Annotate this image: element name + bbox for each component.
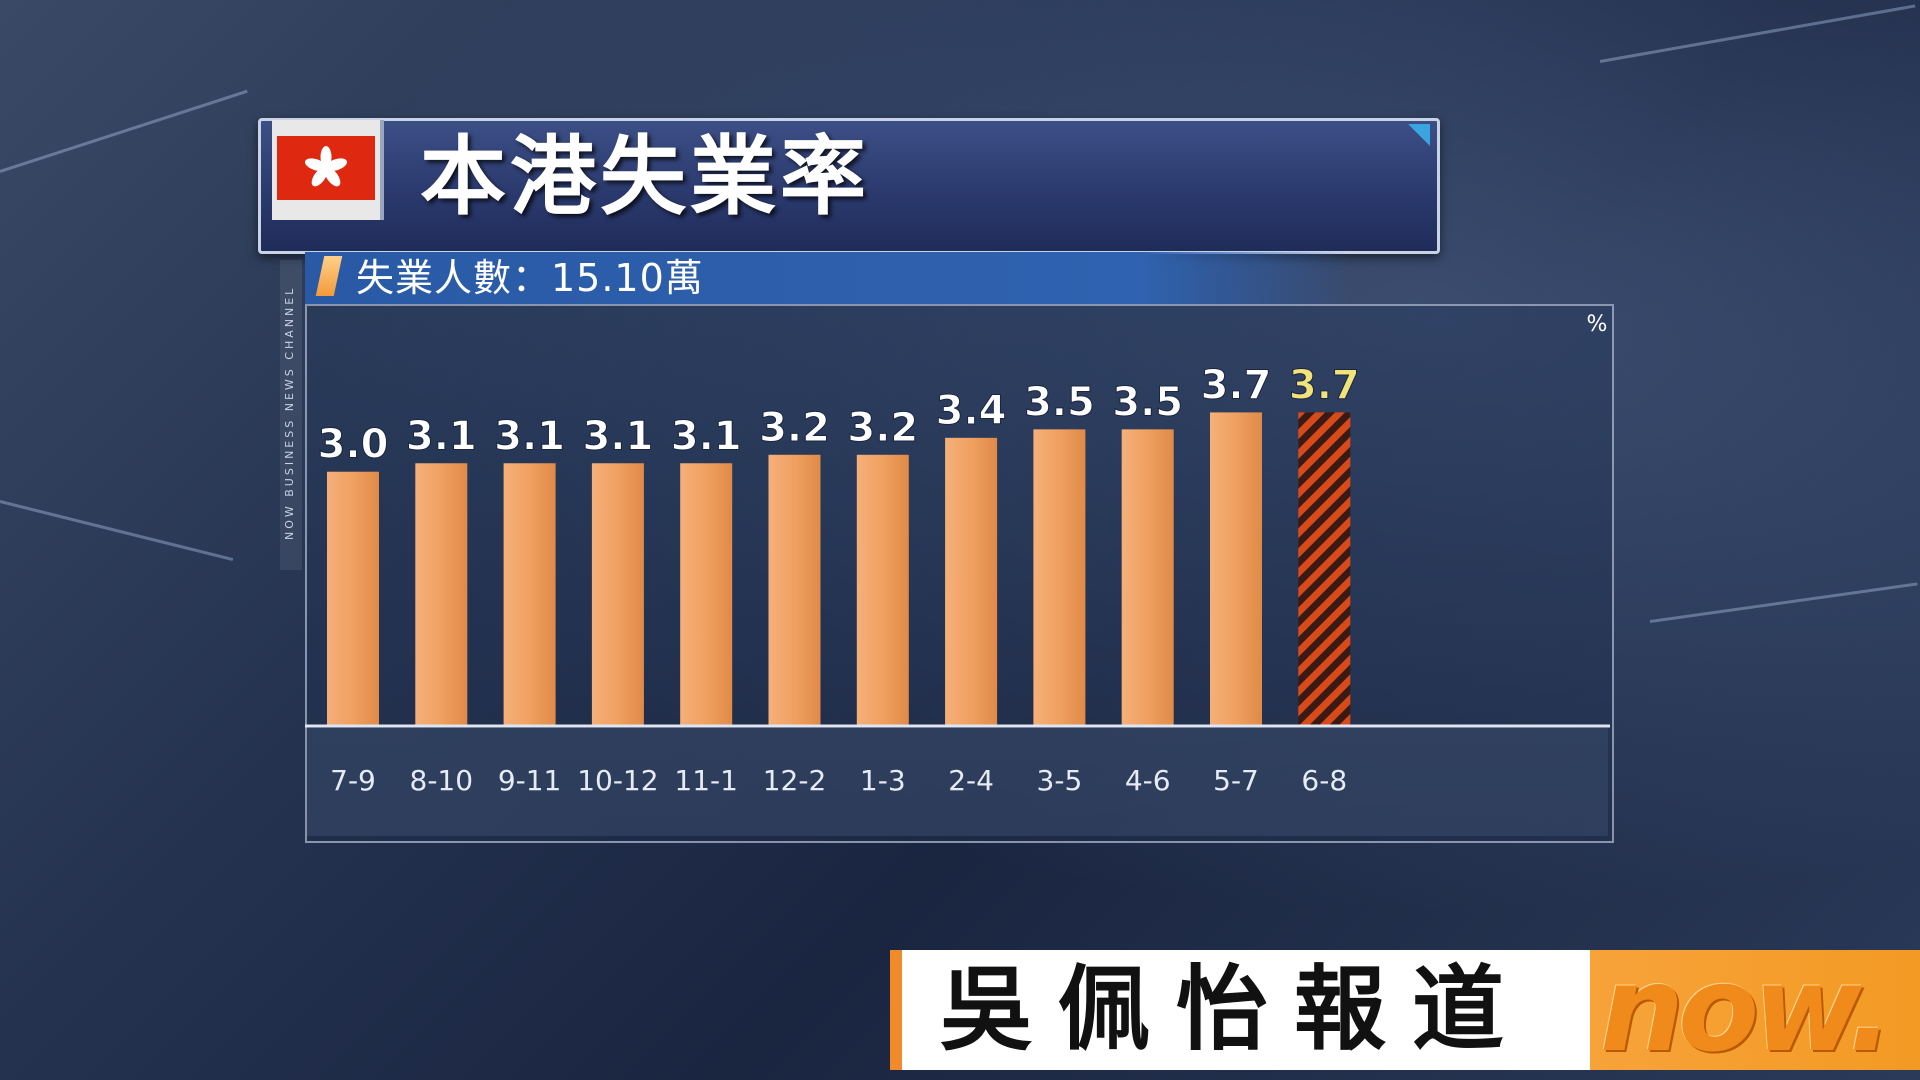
bar-12-2 <box>768 454 821 726</box>
reporter-box <box>890 950 1602 1070</box>
tick-label-11-1: 11-1 <box>674 764 738 797</box>
tick-label-8-10: 8-10 <box>410 764 474 797</box>
tick-label-2-4: 2-4 <box>948 764 994 797</box>
bar-11-1 <box>680 463 733 726</box>
value-label-9-11: 3.1 <box>494 413 565 459</box>
unemployed-count-subtitle: 失業人數：15.10萬 <box>356 256 704 300</box>
value-label-6-8: 3.7 <box>1289 362 1360 408</box>
reporter-name: 吳佩怡報道 <box>940 956 1531 1063</box>
value-label-3-5: 3.5 <box>1024 379 1095 425</box>
hong-kong-flag-icon <box>277 136 375 200</box>
tick-label-10-12: 10-12 <box>577 764 658 797</box>
channel-strip <box>280 260 302 570</box>
tick-label-12-2: 12-2 <box>763 764 827 797</box>
bar-1-3 <box>856 454 909 726</box>
bar-2-4 <box>945 437 998 726</box>
tick-label-7-9: 7-9 <box>330 764 376 797</box>
tick-label-4-6: 4-6 <box>1125 764 1171 797</box>
bar-7-9 <box>327 471 379 726</box>
tick-label-3-5: 3-5 <box>1037 764 1083 797</box>
tick-label-9-11: 9-11 <box>498 764 562 797</box>
subtitle-strip <box>305 252 1350 304</box>
bar-3-5 <box>1033 429 1086 726</box>
value-label-4-6: 3.5 <box>1112 379 1183 425</box>
value-label-12-2: 3.2 <box>759 405 830 451</box>
value-label-8-10: 3.1 <box>406 413 477 459</box>
value-label-1-3: 3.2 <box>847 405 918 451</box>
bar-10-12 <box>591 463 644 726</box>
x-axis-band <box>307 728 1608 836</box>
tick-label-5-7: 5-7 <box>1213 764 1259 797</box>
value-label-7-9: 3.0 <box>318 422 389 468</box>
value-label-10-12: 3.1 <box>582 413 653 459</box>
value-label-5-7: 3.7 <box>1201 362 1272 408</box>
now-logo: now. <box>1600 940 1893 1078</box>
bar-6-8 <box>1298 412 1351 726</box>
unit-label: % <box>1587 312 1608 337</box>
bar-chart: 3.0 3.1 3.1 3.1 3.1 3.2 3.2 3.4 3.5 3.5 3.7 3.7 7-9… <box>305 312 1610 797</box>
logo-background <box>1590 950 1920 1070</box>
title-banner <box>258 118 1440 254</box>
tick-label-1-3: 1-3 <box>860 764 906 797</box>
value-label-11-1: 3.1 <box>671 413 742 459</box>
corner-accent <box>1408 124 1430 146</box>
bar-5-7 <box>1210 412 1262 726</box>
channel-label: NOW BUSINESS NEWS CHANNEL <box>283 285 296 540</box>
bar-4-6 <box>1121 429 1174 726</box>
value-label-2-4: 3.4 <box>936 388 1007 434</box>
page-title: 本港失業率 <box>420 127 870 227</box>
bar-9-11 <box>503 463 556 726</box>
bar-8-10 <box>415 463 468 726</box>
tick-label-6-8: 6-8 <box>1301 764 1347 797</box>
